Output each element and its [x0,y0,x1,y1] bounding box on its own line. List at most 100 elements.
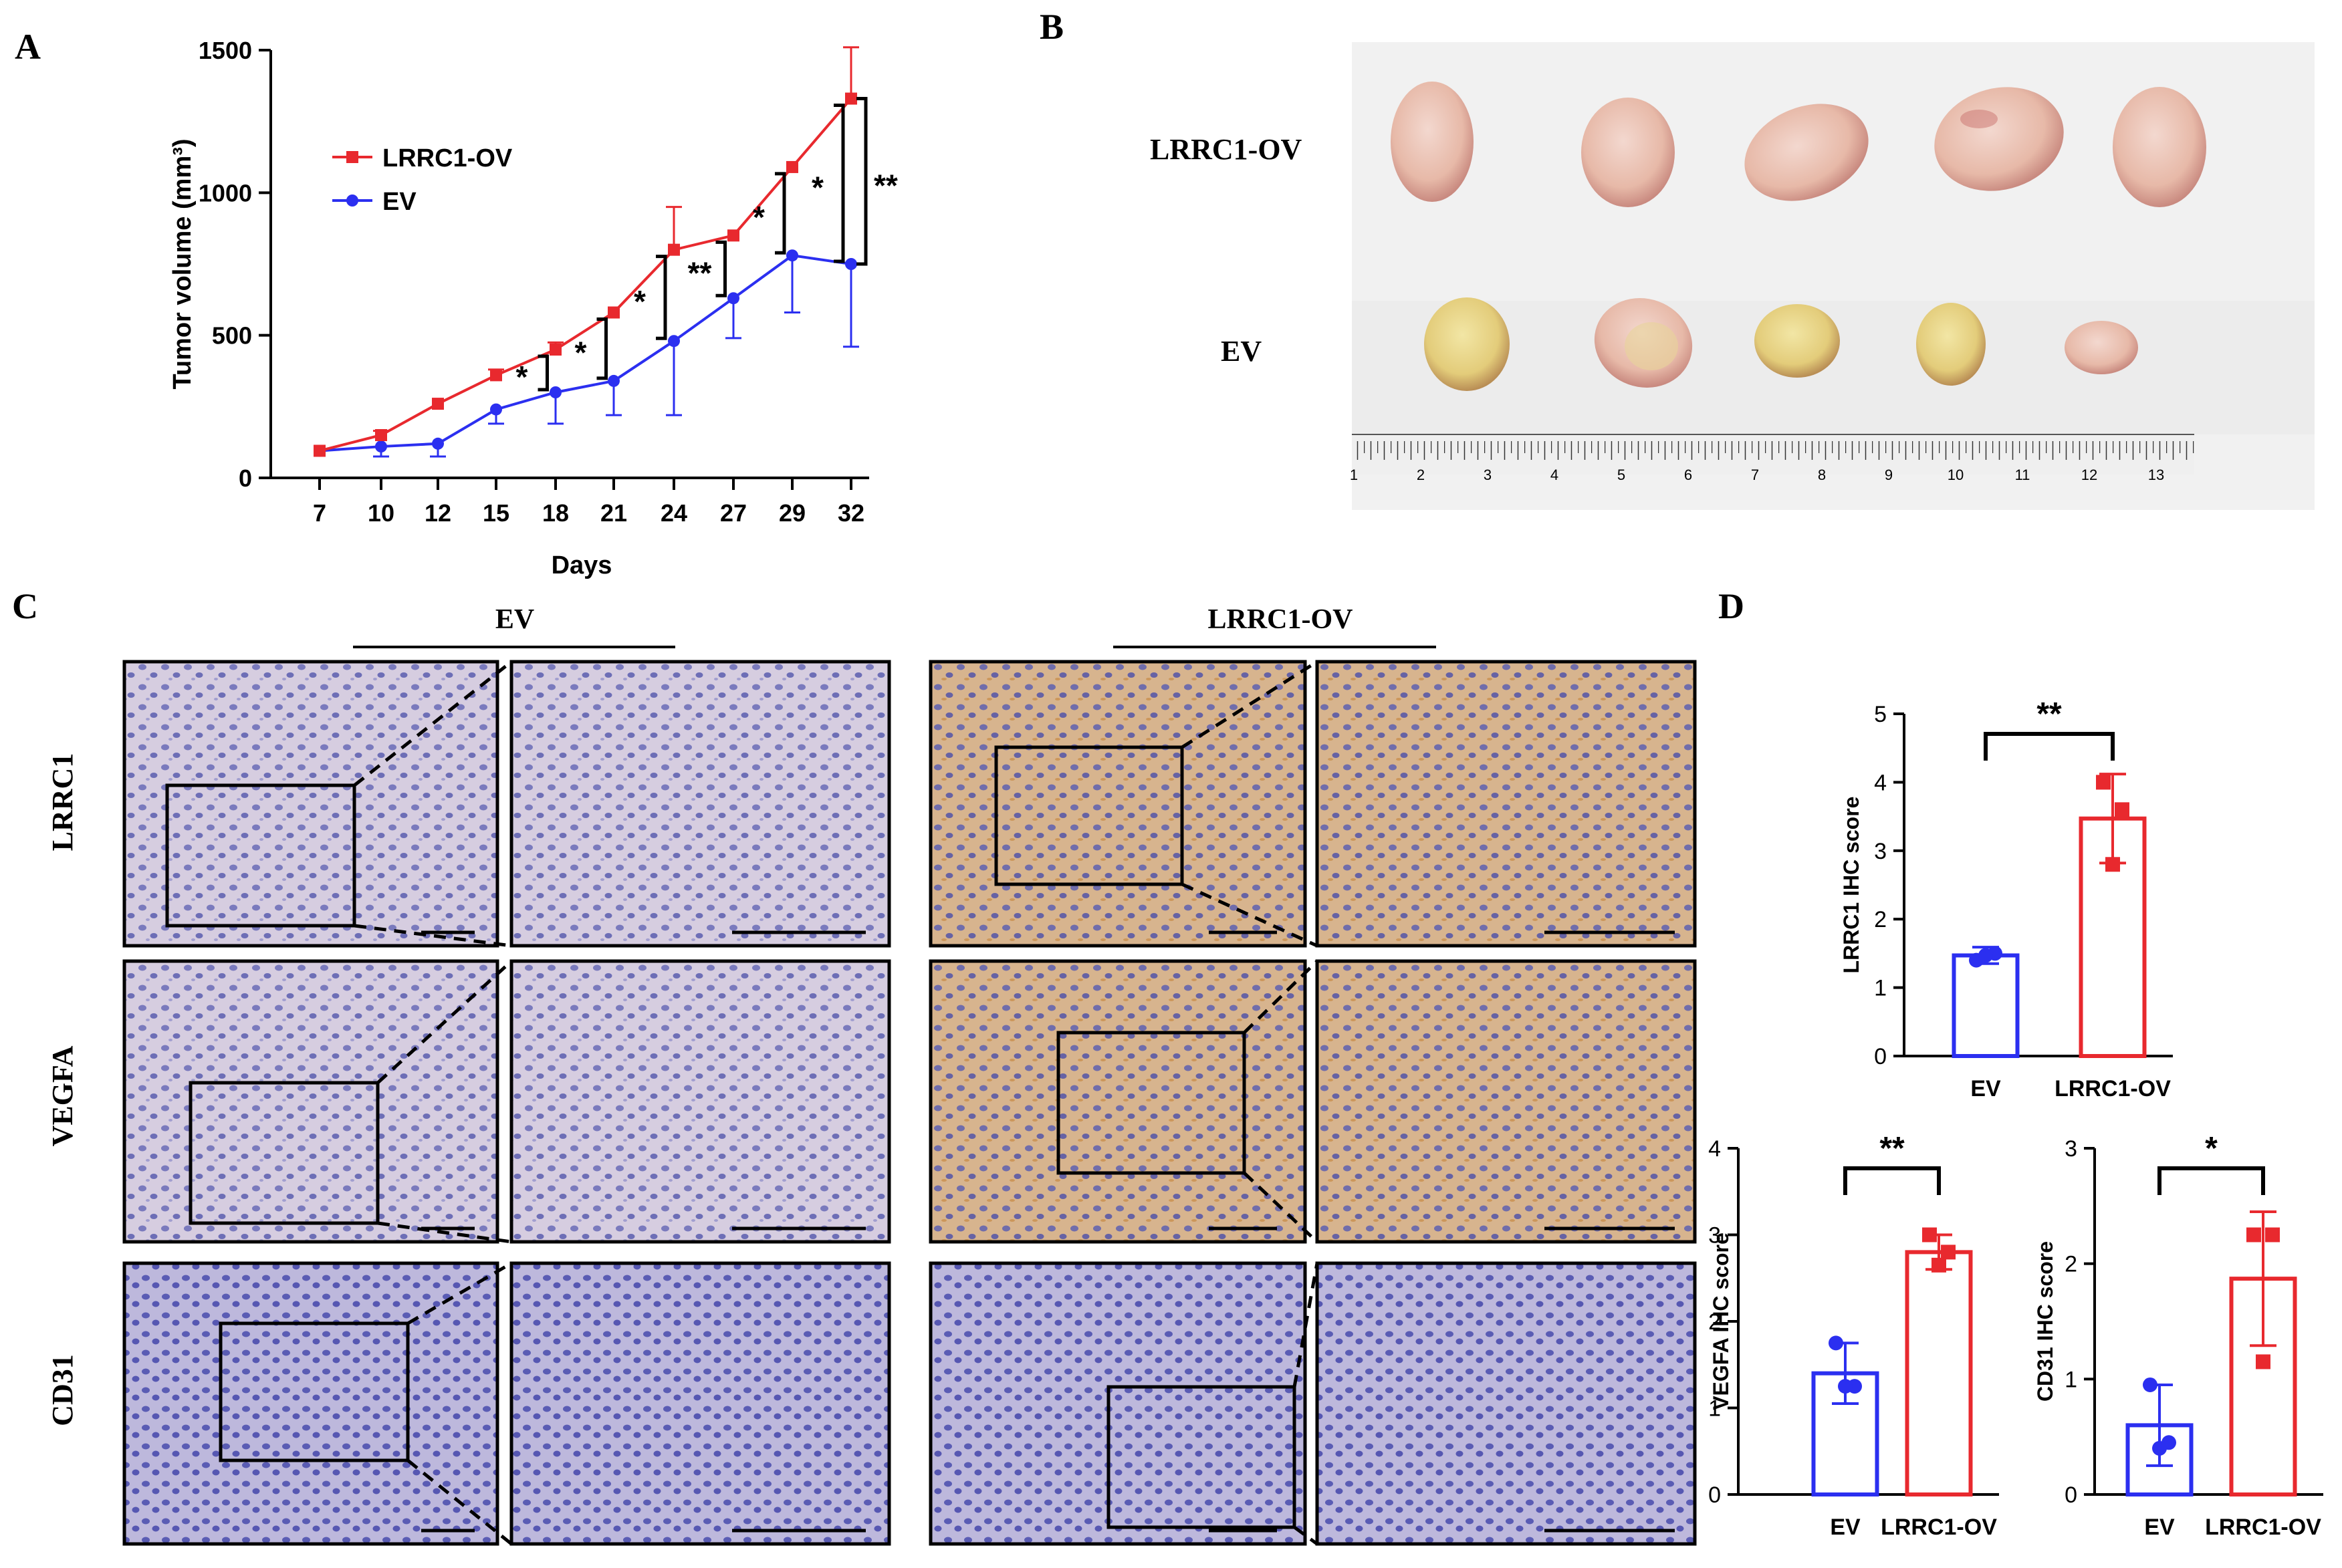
significance-label: ** [2036,696,2062,732]
legend-ev: EV [382,188,417,216]
significance-label: ** [1879,1131,1905,1166]
data-point [727,229,739,242]
y-tick-label: 0 [2065,1482,2077,1508]
bar-chart-cd31: 0 1 2 3 CD31 IHC score EV LRRC1-OV * [2033,1131,2323,1540]
y-tick-label: 2 [1874,907,1887,932]
significance-bracket [596,317,608,380]
ruler-label: 1 [1350,467,1358,483]
x-tick-label: 27 [720,499,747,527]
data-point [608,306,620,319]
significance-label: * [812,170,824,205]
ruler-label: 8 [1818,467,1826,483]
y-tick-label: 5 [1874,702,1887,727]
ihc-ov-cd31-high [1315,1261,1697,1546]
significance-label: * [516,360,528,394]
row-cd31: CD31 [46,1354,79,1426]
data-point [2246,1227,2261,1243]
x-tick-label: EV [1970,1076,2001,1101]
y-tick-label: 3 [1708,1223,1721,1249]
data-point [845,92,857,105]
data-point [786,160,798,173]
x-axis-label: Days [552,551,612,579]
ruler-label: 12 [2081,467,2097,483]
significance-label: * [634,284,646,319]
data-point [1829,1335,1843,1351]
x-tick-label: 21 [600,499,627,527]
panel-label-c: C [12,586,38,626]
significance-bracket [715,240,727,297]
tumor-ov-5 [2113,87,2206,207]
x-tick-label: EV [2144,1515,2175,1540]
significance-bracket [2157,1166,2265,1195]
panel-label-d: D [1718,586,1744,626]
ihc-score-bar-charts: 0 1 2 3 4 5 LRRC1 IHC score EV LRRC1-OV ** 0 1 2 3 4 VE… [1708,696,2323,1540]
x-tick-label: EV [1830,1515,1861,1540]
series-ev [314,249,859,458]
data-point [2105,857,2120,872]
bar [1952,953,2020,1059]
panel-label-b: B [1040,7,1064,47]
data-point [375,429,387,441]
significance-bracket [834,104,845,263]
y-tick-label: 4 [1874,770,1887,795]
data-point [375,440,387,453]
y-axis-label: Tumor volume (mm³) [168,138,197,389]
ruler-label: 3 [1484,467,1492,483]
x-tick-label: 15 [483,499,509,527]
photo-row-ev: EV [1221,335,1262,368]
y-tick-label: 0 [1708,1482,1721,1508]
ruler-label: 9 [1885,467,1893,483]
significance-label: * [575,336,587,370]
y-tick-label: 2 [2065,1252,2077,1277]
x-tick-label: 32 [838,499,864,527]
data-point [432,437,444,450]
ruler [1352,434,2194,475]
bar-chart-vegfa: 0 1 2 3 4 VEGFA IHC score EV LRRC1-OV ** [1708,1131,1999,1540]
data-point [490,403,502,416]
ihc-ev-vegfa-high [509,959,891,1244]
significance-bracket [775,172,786,255]
y-tick-label: 2 [1708,1309,1721,1335]
tumor-ev-3 [1754,304,1840,378]
series-line [319,254,852,452]
data-point [786,249,798,262]
ihc-headers: EV LRRC1-OV LRRC1 VEGFA CD31 [46,604,1436,1426]
ruler-label: 6 [1684,467,1692,483]
series-line [319,98,852,452]
row-lrrc1: LRRC1 [46,753,79,852]
significance-bracket [1984,732,2115,761]
significance-label: * [2205,1131,2218,1166]
data-point [1931,1257,1946,1273]
x-tick-label: 18 [542,499,569,527]
data-point [608,374,620,387]
y-tick-label: 3 [1874,839,1887,864]
data-point [1922,1227,1937,1243]
data-point [2152,1440,2167,1456]
ihc-ov-cd31-low [929,1261,1307,1546]
y-tick-label: 1 [1708,1396,1721,1422]
ihc-ov-lrrc1-low [929,660,1307,948]
tumor-ev-2 [1594,298,1693,388]
y-tick-label: 4 [1708,1136,1721,1162]
ihc-ev-cd31-high [509,1261,891,1546]
ruler-label: 7 [1751,467,1759,483]
y-tick-label: 500 [212,322,252,350]
ruler-label: 4 [1550,467,1558,483]
data-point [2143,1377,2157,1392]
legend-ov: LRRC1-OV [382,144,513,172]
x-tick-label: 7 [313,499,326,527]
ruler-label: 5 [1617,467,1625,483]
bar [1905,1250,1973,1497]
x-tick-label: 10 [368,499,394,527]
significance-bracket [856,97,868,266]
significance-bracket [538,354,549,392]
tumor-ov-2 [1581,98,1675,207]
significance-label: ** [688,255,712,290]
panel-label-a: A [15,27,41,67]
y-tick-label: 0 [1874,1044,1887,1069]
row-vegfa: VEGFA [46,1045,79,1146]
tumor-ov-4 [1934,87,2064,191]
data-point [550,344,562,356]
significance-bracket [656,255,667,340]
